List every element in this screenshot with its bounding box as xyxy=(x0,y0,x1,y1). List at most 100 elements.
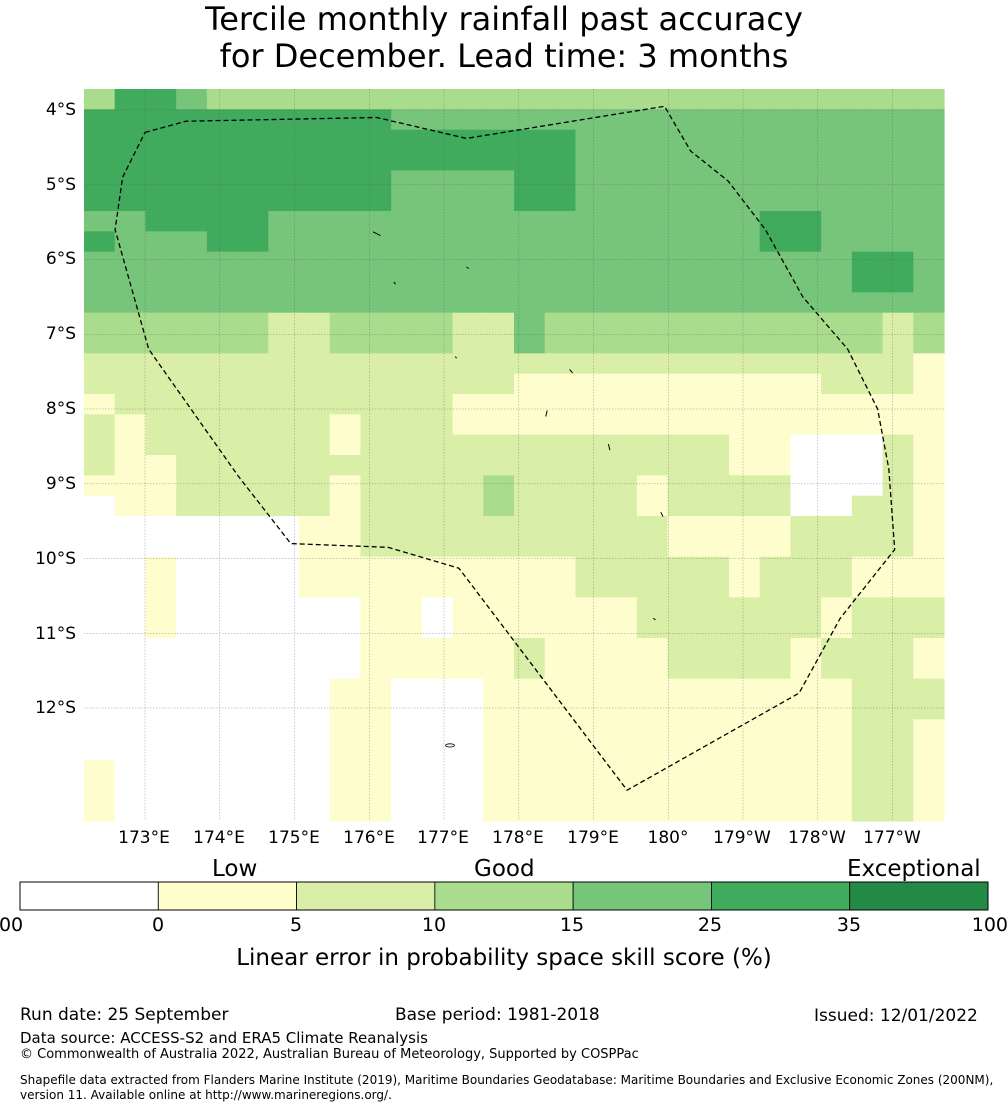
grid-cell xyxy=(790,394,822,415)
grid-cell xyxy=(636,190,669,212)
grid-cell xyxy=(667,780,699,802)
grid-cell xyxy=(421,333,454,354)
grid-cell xyxy=(391,129,423,151)
grid-cell xyxy=(114,170,147,192)
island-outline xyxy=(653,617,656,621)
grid-cell xyxy=(176,536,208,558)
grid-cell xyxy=(329,739,362,761)
grid-cell xyxy=(514,231,546,253)
grid-cell xyxy=(667,475,699,497)
grid-cell xyxy=(667,597,699,619)
grid-cell xyxy=(329,800,362,822)
grid-cell xyxy=(729,739,761,761)
grid-cell xyxy=(145,251,177,273)
grid-cell xyxy=(176,434,208,456)
grid-cell xyxy=(114,719,147,741)
grid-cell xyxy=(698,475,730,497)
grid-cell xyxy=(790,190,822,212)
grid-cell xyxy=(452,658,484,680)
grid-cell xyxy=(299,150,331,171)
grid-cell xyxy=(299,170,331,192)
grid-cell xyxy=(268,495,300,517)
grid-cell xyxy=(176,617,208,639)
grid-cell xyxy=(913,699,945,720)
grid-cell xyxy=(514,170,546,192)
grid-cell xyxy=(759,170,792,192)
grid-cell xyxy=(575,536,607,558)
grid-cell xyxy=(729,170,761,192)
grid-cell xyxy=(391,394,423,415)
grid-cell xyxy=(514,394,546,415)
grid-cell xyxy=(882,150,914,171)
grid-cell xyxy=(145,353,177,375)
grid-cell xyxy=(698,231,730,253)
grid-cell xyxy=(452,414,484,436)
grid-cell xyxy=(913,495,945,517)
lon-label: 179°E xyxy=(567,828,619,848)
grid-cell xyxy=(729,516,761,537)
grid-cell xyxy=(145,394,177,415)
grid-cell xyxy=(84,150,116,171)
grid-cell xyxy=(698,414,730,436)
grid-cell xyxy=(237,455,269,476)
island-outline xyxy=(445,743,455,748)
grid-cell xyxy=(360,760,392,781)
grid-cell xyxy=(790,780,822,802)
grid-cell xyxy=(206,129,239,151)
grid-cell xyxy=(452,577,484,598)
grid-cell xyxy=(544,333,577,354)
grid-cell xyxy=(729,556,761,578)
grid-cell xyxy=(729,719,761,741)
grid-cell xyxy=(514,516,546,537)
grid-cell xyxy=(391,170,423,192)
grid-cell xyxy=(483,150,515,171)
grid-cell xyxy=(882,516,914,537)
grid-cell xyxy=(606,495,638,517)
grid-cell xyxy=(268,333,300,354)
grid-cell xyxy=(759,434,792,456)
grid-cell xyxy=(882,455,914,476)
grid-cell xyxy=(636,353,669,375)
grid-cell xyxy=(145,658,177,680)
grid-cell xyxy=(268,353,300,375)
grid-cell xyxy=(452,292,484,314)
grid-cell xyxy=(636,699,669,720)
grid-cell xyxy=(636,170,669,192)
grid-cell xyxy=(821,638,853,659)
grid-cell xyxy=(821,231,853,253)
grid-cell xyxy=(729,800,761,822)
grid-cell xyxy=(575,373,607,395)
lon-label: 173°E xyxy=(118,828,170,848)
grid-cell xyxy=(514,800,546,822)
grid-cell xyxy=(759,272,792,293)
lon-label: 178°E xyxy=(492,828,544,848)
grid-cell xyxy=(544,312,577,334)
grid-cell xyxy=(391,455,423,476)
grid-cell xyxy=(483,353,515,375)
grid-cell xyxy=(360,394,392,415)
grid-cell xyxy=(821,780,853,802)
grid-cell xyxy=(514,414,546,436)
grid-cell xyxy=(299,353,331,375)
grid-cell xyxy=(176,170,208,192)
grid-cell xyxy=(790,658,822,680)
grid-cell xyxy=(606,475,638,497)
grid-cell xyxy=(360,780,392,802)
grid-cell xyxy=(636,516,669,537)
grid-cell xyxy=(606,760,638,781)
grid-cell xyxy=(698,780,730,802)
grid-cell xyxy=(176,638,208,659)
grid-cell xyxy=(514,536,546,558)
grid-cell xyxy=(913,353,945,375)
category-label-exceptional: Exceptional xyxy=(847,856,981,882)
grid-cell xyxy=(790,312,822,334)
grid-cell xyxy=(452,434,484,456)
grid-cell xyxy=(176,89,208,110)
colorbar-segment xyxy=(157,881,297,911)
grid-cell xyxy=(360,129,392,151)
grid-cell xyxy=(514,333,546,354)
grid-cell xyxy=(483,231,515,253)
grid-cell xyxy=(145,516,177,537)
grid-cell xyxy=(667,800,699,822)
grid-cell xyxy=(851,597,884,619)
